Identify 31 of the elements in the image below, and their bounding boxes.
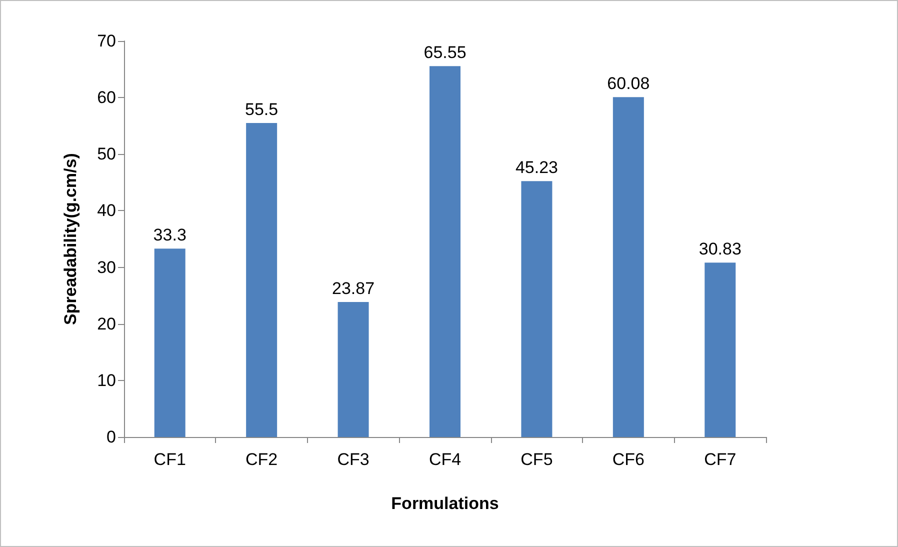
data-label: 30.83	[698, 240, 742, 259]
y-tick-label: 40	[97, 201, 116, 220]
x-tick-label: CF5	[520, 450, 553, 469]
x-tick-label: CF6	[612, 450, 644, 469]
data-label: 23.87	[332, 278, 375, 298]
x-tick-label: CF7	[704, 450, 736, 469]
y-tick-label: 50	[97, 144, 116, 164]
bar	[338, 302, 369, 437]
y-tick-label: 0	[106, 428, 116, 446]
y-tick-label: 20	[97, 314, 116, 334]
data-label: 33.3	[153, 226, 186, 245]
y-axis-title: Spreadability(g.cm/s)	[61, 153, 80, 325]
data-label: 45.23	[515, 158, 558, 178]
x-tick-label: CF3	[337, 450, 370, 469]
data-label: 60.08	[607, 74, 650, 94]
x-tick-label: CF1	[154, 450, 186, 469]
bar	[430, 66, 460, 437]
bar	[612, 97, 644, 437]
y-tick-label: 60	[97, 88, 116, 108]
data-label: 55.5	[245, 100, 278, 120]
bar	[521, 181, 552, 437]
y-tick-label: 70	[97, 32, 116, 50]
data-label: 65.55	[424, 43, 466, 62]
bar	[704, 262, 736, 437]
x-tick-label: CF2	[246, 450, 278, 469]
bar	[246, 123, 278, 437]
y-tick-label: 30	[97, 258, 116, 277]
x-axis-title: Formulations	[391, 494, 499, 513]
bar	[154, 248, 186, 437]
y-tick-label: 10	[97, 370, 116, 390]
x-tick-label: CF4	[428, 450, 462, 469]
